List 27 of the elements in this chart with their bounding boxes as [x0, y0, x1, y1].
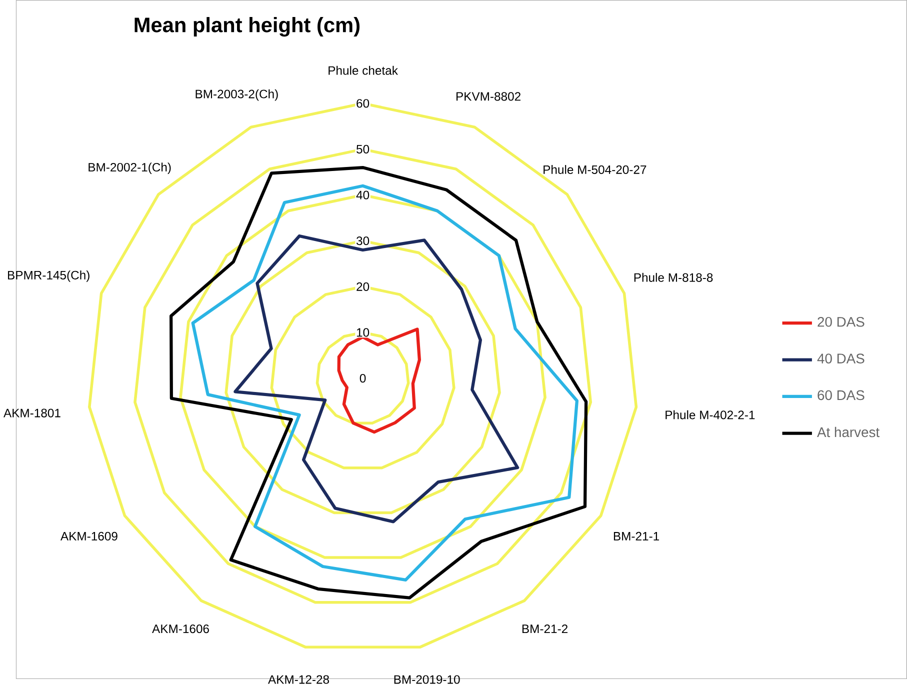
spoke-label: PKVM-8802 [456, 92, 520, 101]
y-tick-label: 0 [360, 374, 366, 382]
y-tick-label: 10 [356, 328, 370, 337]
y-tick-label: 50 [356, 144, 370, 154]
spoke-label: AKM-1609 [60, 532, 118, 540]
legend-label: 20 DAS [818, 316, 864, 327]
spoke-label: AKM-1606 [152, 624, 209, 633]
spoke-label: AKM-1801 [4, 408, 60, 418]
spoke-label: Phule chetak [328, 66, 398, 75]
legend-label: At harvest [817, 426, 880, 437]
spoke-label: BM-21-1 [614, 532, 659, 540]
spoke-label: BM-2003-2(Ch) [196, 89, 278, 101]
y-tick-label: 40 [356, 190, 370, 200]
y-tick-label: 60 [356, 98, 370, 108]
spoke-label: BM-21-2 [522, 624, 568, 633]
spoke-label: BPMR-145(Ch) [8, 270, 90, 282]
spoke-label: BM-2002-1(Ch) [88, 162, 171, 174]
legend-label: 40 DAS [817, 353, 864, 364]
y-tick-label: 30 [356, 236, 370, 245]
y-tick-label: 20 [356, 282, 370, 291]
spoke-label: Phule M-818-8 [634, 272, 713, 282]
chart-title: Mean plant height (cm) [134, 16, 360, 36]
spoke-label: Phule M-402-2-1 [666, 410, 755, 420]
legend-label: 60 DAS [818, 390, 864, 400]
spoke-label: Phule M-504-20-27 [544, 164, 646, 174]
spoke-label: BM-2019-10 [394, 675, 460, 684]
spoke-label: AKM-12-28 [268, 675, 330, 684]
